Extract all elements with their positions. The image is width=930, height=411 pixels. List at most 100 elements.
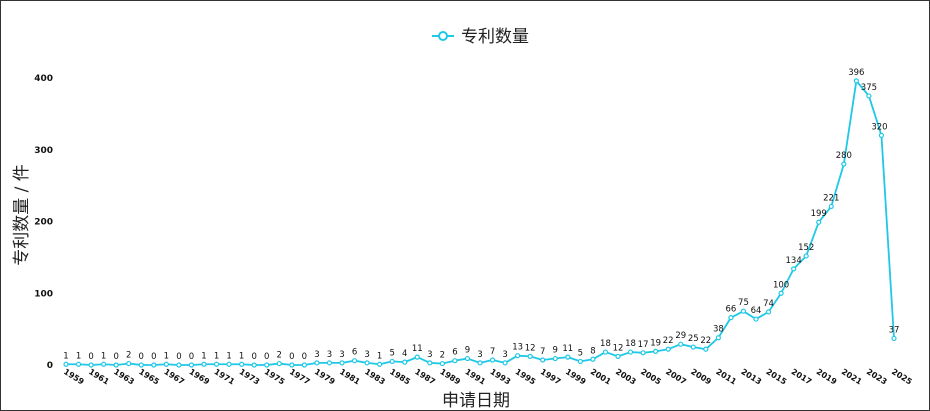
data-point[interactable] [439,360,445,367]
y-tick-label: 0 [47,361,53,371]
data-point[interactable] [213,361,220,367]
data-label: 0 [139,352,144,362]
data-point[interactable] [527,353,533,359]
data-label: 18 [625,339,636,349]
data-point[interactable] [828,203,834,210]
data-label: 2 [126,351,131,361]
data-point[interactable] [791,266,797,272]
data-point[interactable] [113,362,119,368]
data-point[interactable] [853,78,859,84]
data-label: 12 [525,343,536,353]
data-label: 8 [590,346,595,356]
data-point[interactable] [88,362,94,368]
x-axis-title: 申请日期 [442,391,510,410]
data-point[interactable] [126,360,132,367]
x-tick-label: 2011 [714,367,738,387]
data-point[interactable] [715,335,721,341]
data-point[interactable] [226,361,232,367]
data-point[interactable] [477,360,483,366]
data-point[interactable] [452,358,458,364]
data-point[interactable] [364,360,370,366]
data-label: 2 [277,351,282,361]
data-point[interactable] [803,253,809,259]
x-tick-label: 2013 [739,367,763,386]
data-point[interactable] [489,357,496,363]
data-point[interactable] [878,132,885,138]
data-point[interactable] [201,361,207,367]
x-tick-label: 1971 [212,367,236,387]
data-point[interactable] [552,355,558,362]
y-tick-label: 100 [34,289,53,299]
data-point[interactable] [703,346,709,352]
data-label: 3 [427,350,432,360]
data-point[interactable] [264,362,270,368]
data-point[interactable] [276,360,282,367]
data-point[interactable] [665,346,671,352]
data-label: 64 [751,306,762,316]
data-point[interactable] [540,357,546,363]
data-point[interactable] [176,362,182,368]
data-label: 25 [688,334,699,344]
x-tick-label: 2005 [639,367,663,387]
data-point[interactable] [816,219,822,225]
data-point[interactable] [339,360,345,366]
data-label: 1 [101,351,106,361]
x-tick-label: 2009 [689,367,713,387]
data-point[interactable] [464,355,471,362]
data-point[interactable] [565,354,571,360]
legend[interactable]: 专利数量 [432,27,529,47]
data-label: 396 [848,68,864,78]
x-tick-label: 1963 [112,367,136,386]
data-point[interactable] [765,309,772,315]
data-point[interactable] [377,361,383,367]
data-point[interactable] [63,361,69,367]
data-point[interactable] [615,353,621,359]
data-point[interactable] [427,360,433,366]
data-label: 152 [798,243,814,253]
series-line [66,79,895,366]
x-tick-label: 1985 [388,367,412,387]
data-point[interactable] [590,356,596,362]
data-point[interactable] [289,362,295,368]
data-point[interactable] [627,349,634,355]
x-tick-label: 1997 [539,367,563,386]
data-point[interactable] [188,362,195,368]
data-point[interactable] [678,341,684,347]
data-point[interactable] [389,358,395,365]
data-point[interactable] [640,350,646,356]
data-point[interactable] [75,361,82,367]
data-point[interactable] [602,349,609,355]
data-point[interactable] [414,354,420,360]
data-point[interactable] [653,348,659,354]
data-label: 0 [176,352,181,362]
data-point[interactable] [251,362,257,368]
data-label: 29 [675,331,686,341]
data-point[interactable] [740,308,747,314]
data-point[interactable] [326,360,333,366]
data-point[interactable] [753,316,759,322]
data-label: 66 [725,305,736,315]
data-label: 6 [352,348,357,358]
data-point[interactable] [314,360,320,366]
data-point[interactable] [402,359,408,365]
data-point[interactable] [891,335,897,342]
data-point[interactable] [101,361,107,367]
data-point[interactable] [866,93,872,99]
legend-label: 专利数量 [461,27,529,47]
data-point[interactable] [778,290,784,296]
data-point[interactable] [515,353,521,359]
data-point[interactable] [577,358,583,365]
data-point[interactable] [351,358,358,364]
data-point[interactable] [841,161,847,167]
data-point[interactable] [151,362,157,368]
data-point[interactable] [239,361,245,367]
data-point[interactable] [301,362,307,368]
data-point[interactable] [163,361,169,367]
data-label: 221 [823,193,839,203]
data-point[interactable] [690,344,696,350]
data-point[interactable] [728,315,734,321]
data-point[interactable] [502,360,508,366]
data-point[interactable] [138,362,144,368]
